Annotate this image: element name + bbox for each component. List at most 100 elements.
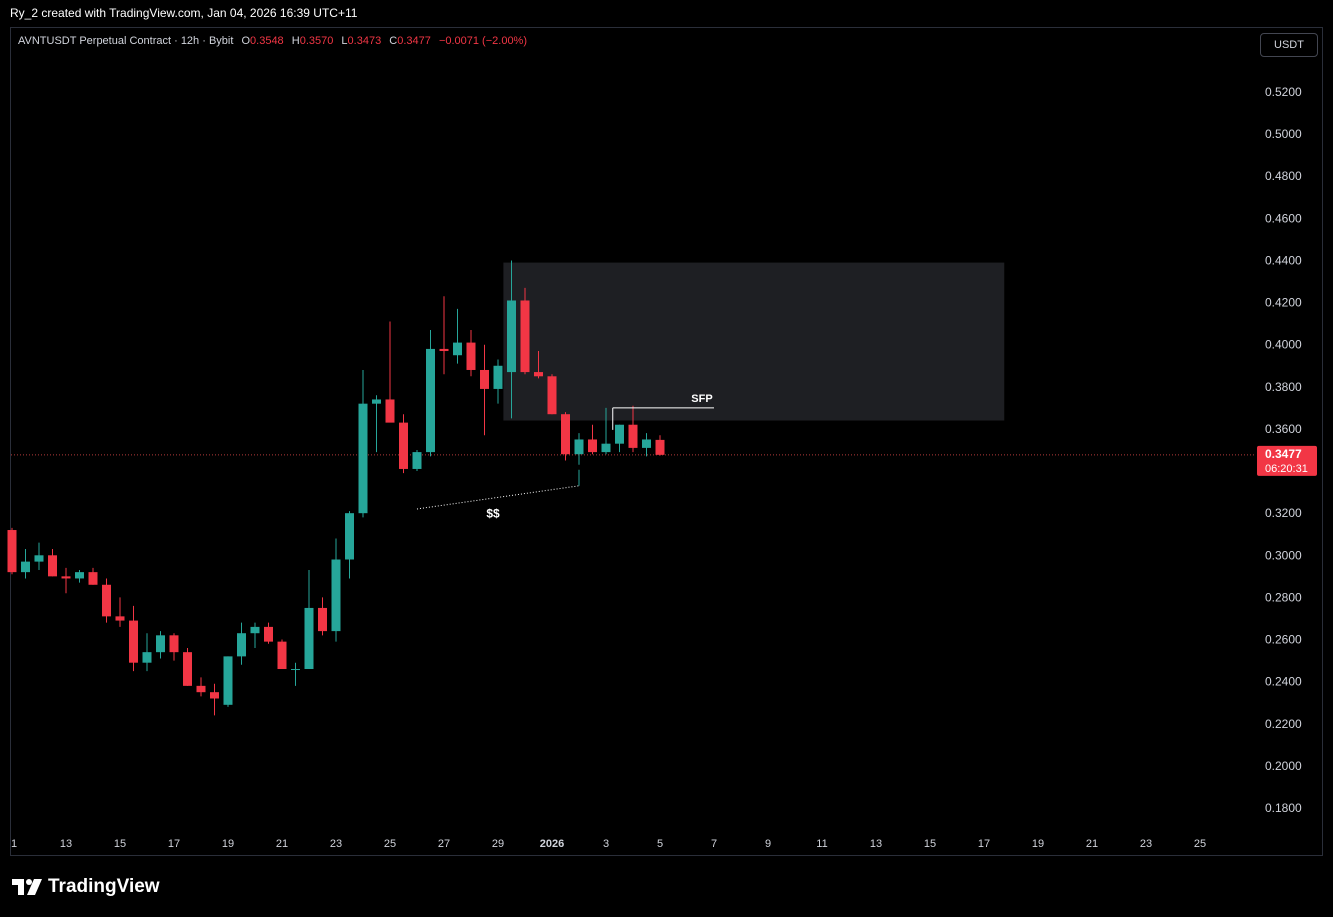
y-tick-label-2: 0.2200	[1265, 717, 1302, 731]
x-tick-label-19: 19	[1032, 838, 1044, 850]
sfp-label: SFP	[691, 393, 712, 405]
chart-caption: Ry_2 created with TradingView.com, Jan 0…	[10, 6, 358, 20]
candle-body-23[interactable]	[318, 607, 327, 632]
symbol-label: AVNTUSDT Perpetual Contract · 12h · Bybi…	[18, 35, 234, 47]
candle-body-22[interactable]	[304, 607, 314, 670]
candle-body-27[interactable]	[372, 399, 381, 404]
x-tick-label-22: 25	[1194, 838, 1206, 850]
y-tick-label-17: 0.5200	[1265, 85, 1302, 99]
candle-body-25[interactable]	[345, 513, 354, 560]
x-tick-label-8: 27	[438, 838, 450, 850]
candle-body-24[interactable]	[331, 559, 341, 632]
candle-body-12[interactable]	[169, 635, 179, 653]
candle-body-39[interactable]	[534, 372, 543, 377]
candle-body-29[interactable]	[399, 422, 408, 469]
x-tick-label-3: 17	[168, 838, 180, 850]
currency-button[interactable]: USDT	[1260, 33, 1318, 57]
x-tick-label-5: 21	[276, 838, 288, 850]
candle-body-38[interactable]	[520, 300, 530, 373]
candle-body-19[interactable]	[264, 626, 273, 642]
candle-body-36[interactable]	[493, 365, 503, 389]
candle-body-14[interactable]	[196, 685, 206, 693]
candle-body-13[interactable]	[183, 652, 192, 686]
candle-body-35[interactable]	[480, 369, 489, 389]
candle-body-6[interactable]	[88, 572, 98, 585]
candle-body-18[interactable]	[250, 626, 260, 634]
x-tick-label-15: 11	[816, 838, 827, 850]
candle-body-15[interactable]	[210, 692, 219, 699]
candle-body-44[interactable]	[601, 443, 611, 453]
candle-body-1[interactable]	[21, 561, 30, 573]
candle-body-7[interactable]	[102, 584, 111, 617]
candle-body-17[interactable]	[237, 633, 246, 657]
y-tick-label-12: 0.4200	[1265, 296, 1302, 310]
candle-body-3[interactable]	[48, 555, 57, 577]
candle-body-30[interactable]	[412, 452, 422, 469]
x-tick-label-20: 21	[1086, 838, 1098, 850]
y-tick-label-3: 0.2400	[1265, 675, 1302, 689]
candle-body-20[interactable]	[277, 641, 287, 670]
y-tick-label-13: 0.4400	[1265, 253, 1302, 267]
currency-label: USDT	[1274, 39, 1304, 51]
ohlc-legend: AVNTUSDT Perpetual Contract · 12h · Bybi…	[18, 35, 527, 47]
y-tick-label-4: 0.2600	[1265, 633, 1302, 647]
candle-body-5[interactable]	[75, 572, 84, 579]
candle-body-40[interactable]	[547, 376, 557, 415]
x-tick-label-11: 3	[603, 838, 609, 850]
x-tick-label-4: 19	[222, 838, 234, 850]
candle-body-48[interactable]	[655, 439, 665, 455]
candle-body-11[interactable]	[156, 635, 165, 653]
candle-body-21[interactable]	[291, 669, 300, 671]
candle-body-37[interactable]	[507, 300, 516, 373]
candle-body-8[interactable]	[115, 616, 125, 621]
x-tick-label-7: 25	[384, 838, 396, 850]
y-tick-label-14: 0.4600	[1265, 211, 1302, 225]
x-tick-label-12: 5	[657, 838, 663, 850]
candle-body-16[interactable]	[223, 656, 233, 705]
premium-zone-rect[interactable]	[503, 262, 1005, 421]
candle-body-42[interactable]	[574, 439, 584, 455]
liquidity-label: $$	[486, 506, 500, 520]
y-tick-label-16: 0.5000	[1265, 127, 1302, 141]
x-tick-label-6: 23	[330, 838, 342, 850]
candle-body-31[interactable]	[426, 348, 435, 453]
liquidity-line[interactable]	[416, 485, 580, 510]
candle-body-2[interactable]	[34, 555, 44, 562]
candle-body-9[interactable]	[129, 620, 138, 663]
x-tick-label-0: 1	[11, 838, 17, 850]
candle-body-32[interactable]	[439, 348, 449, 352]
y-tick-label-9: 0.3600	[1265, 422, 1302, 436]
candle-body-41[interactable]	[561, 414, 570, 455]
candle-body-43[interactable]	[588, 439, 597, 453]
candle-body-45[interactable]	[615, 424, 624, 444]
tradingview-wordmark: TradingView	[48, 876, 160, 897]
x-tick-label-18: 17	[978, 838, 990, 850]
candle-body-47[interactable]	[642, 439, 651, 448]
low-value: 0.3473	[347, 35, 382, 47]
high-value: 0.3570	[299, 35, 334, 47]
open-label: O	[241, 35, 251, 47]
tradingview-logo[interactable]: TradingView	[12, 876, 160, 898]
candle-body-10[interactable]	[142, 652, 152, 663]
y-tick-label-15: 0.4800	[1265, 169, 1302, 183]
candle-body-34[interactable]	[466, 342, 476, 370]
candle-body-0[interactable]	[7, 530, 17, 573]
x-tick-label-21: 23	[1140, 838, 1152, 850]
candle-body-4[interactable]	[61, 576, 71, 579]
change-value: −0.0071 (−2.00%)	[438, 35, 528, 47]
y-tick-label-7: 0.3200	[1265, 506, 1302, 520]
y-tick-label-6: 0.3000	[1265, 548, 1302, 562]
candle-body-26[interactable]	[358, 403, 368, 514]
candle-countdown: 06:20:31	[1265, 463, 1308, 475]
last-price-badge	[1257, 445, 1317, 476]
chart-frame[interactable]	[10, 27, 1323, 856]
candle-body-33[interactable]	[453, 342, 462, 356]
x-tick-label-2: 15	[114, 838, 126, 850]
y-tick-label-1: 0.2000	[1265, 759, 1302, 773]
candle-body-28[interactable]	[385, 399, 395, 423]
x-tick-label-9: 29	[492, 838, 504, 850]
candle-body-46[interactable]	[628, 424, 638, 448]
low-label: L	[341, 35, 348, 47]
close-value: 0.3477	[397, 35, 431, 47]
